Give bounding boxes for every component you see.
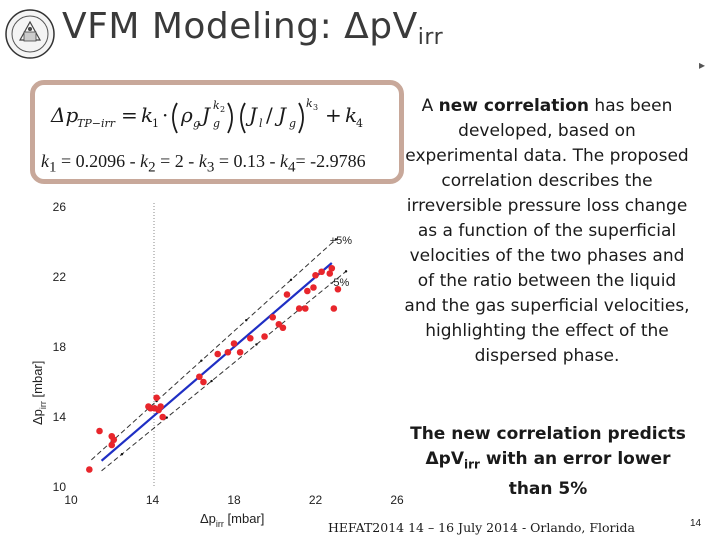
y-tick-label: 10 [53,480,67,494]
svg-text:k: k [141,103,153,127]
svg-text:4: 4 [356,117,363,130]
data-point [108,441,116,449]
annotation-label: +5% [330,235,353,247]
fit-line-layer [100,262,333,462]
data-point [159,413,166,421]
bullet-marker-icon: ▸ [699,58,706,72]
formula-box: Δp TP−irr = k 1 · ρ g J g k 2 J l / J g … [30,80,404,184]
data-point [214,350,221,358]
fit-line [100,262,333,462]
y-tick-label: 26 [53,200,67,214]
page-title: VFM Modeling: ΔpVirr [62,6,444,50]
data-point [334,285,342,293]
svg-text:J: J [274,103,287,127]
footer-text: HEFAT2014 14 – 16 July 2014 - Orlando, F… [328,520,635,535]
coefficient-values: k1 = 0.2096 - k2 = 2 - k3 = 0.13 - k4= -… [41,151,366,176]
svg-text:ρ: ρ [180,103,193,127]
data-point [310,284,317,291]
data-point [295,305,303,312]
conclusion-line-1: The new correlation predicts [410,424,686,444]
x-axis-label: Δpirr [mbar] [200,511,264,529]
data-point [304,287,311,295]
error-bound-line [101,270,347,472]
y-tick-label: 22 [53,270,67,284]
svg-text:1: 1 [152,117,159,130]
tick-labels: 10 14 18 22 26 10 14 18 22 26 [53,200,404,507]
data-point [328,264,336,272]
svg-text:=: = [121,103,138,127]
conclusion-text: The new correlation predicts ΔpVirr with… [398,422,698,502]
svg-text:Δp: Δp [50,103,78,127]
page-number: 14 [690,518,702,529]
svg-text:k: k [345,103,357,127]
description-part: has been developed, based on experimenta… [404,96,690,366]
bound-marker [255,343,258,346]
bound-marker [120,452,124,456]
data-point [330,305,338,312]
svg-text:TP−irr: TP−irr [77,117,116,130]
data-point [269,313,277,321]
description-text: A new correlation has been developed, ba… [404,94,690,369]
data-point [326,270,334,277]
x-tick-label: 26 [390,493,404,507]
data-point [224,348,232,356]
bound-marker [344,270,348,273]
svg-text:·: · [162,103,168,127]
svg-text:3: 3 [313,103,318,112]
svg-text:J: J [198,103,211,127]
data-point [86,466,93,473]
data-point [318,268,325,276]
y-tick-label: 14 [53,410,67,424]
svg-text:g: g [193,117,200,130]
bound-marker [210,379,213,383]
svg-text:+: + [325,103,342,127]
y-axis-label: Δpirr [mbar] [30,361,48,425]
svg-text:/: / [266,103,273,127]
data-point [200,378,207,386]
correlation-equation: Δp TP−irr = k 1 · ρ g J g k 2 J l / J g … [50,97,363,134]
data-point [279,324,287,332]
data-point [247,334,254,342]
bound-marker [165,416,168,419]
svg-text:g: g [213,117,220,130]
data-point [302,305,309,312]
data-point [153,394,160,402]
conclusion-line-3: than 5% [508,479,588,500]
data-point [196,373,203,381]
svg-text:g: g [289,117,296,130]
annotation-label: -5% [330,277,350,289]
bound-marker [334,238,338,241]
svg-text:2: 2 [220,105,225,114]
bound-marker [245,319,248,322]
data-point [312,271,319,279]
svg-text:J: J [245,103,258,127]
x-tick-label: 10 [64,493,78,507]
data-points [86,264,342,473]
svg-text:l: l [259,117,263,130]
description-part: A [421,96,439,116]
data-point [236,348,244,356]
x-tick-label: 22 [309,493,323,507]
parity-scatter-chart: 10 14 18 22 26 10 14 18 22 26 +5% -5% Δpirr [mbar]… [30,200,404,529]
university-seal-logo [5,9,55,59]
description-bold-phrase: new correlation [438,96,590,116]
y-tick-label: 18 [53,340,67,354]
bound-marker [200,359,203,362]
data-point [230,340,238,347]
x-tick-label: 14 [146,493,160,507]
svg-text:k: k [213,99,220,112]
annotations: +5% -5% [330,235,353,289]
bound-marker [289,278,293,281]
data-point [108,432,116,440]
error-bound-line [91,239,337,461]
data-point [157,403,164,410]
svg-text:k: k [306,97,313,110]
data-point [96,427,103,435]
data-point [261,333,268,340]
x-tick-label: 18 [227,493,241,507]
data-point [283,291,291,298]
conclusion-line-2: ΔpVirr with an error lower [425,449,671,472]
